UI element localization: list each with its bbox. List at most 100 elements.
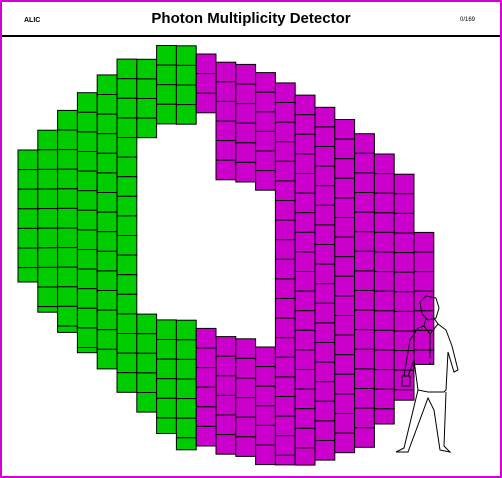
magenta-module-cell bbox=[354, 152, 375, 174]
magenta-module-cell bbox=[334, 393, 356, 414]
magenta-module-cell bbox=[413, 349, 435, 365]
green-module-cell bbox=[175, 437, 197, 451]
green-module-cell bbox=[156, 417, 177, 434]
magenta-module-cell bbox=[373, 271, 395, 292]
magenta-module-cell bbox=[393, 389, 415, 401]
green-module-cell bbox=[156, 339, 177, 360]
magenta-module-cell bbox=[294, 447, 316, 466]
green-module-cell bbox=[37, 168, 59, 190]
magenta-module-cell bbox=[373, 349, 395, 371]
magenta-module-cell bbox=[354, 427, 375, 448]
green-module-cell bbox=[136, 333, 158, 354]
magenta-module-cell bbox=[195, 386, 217, 408]
magenta-module-cell bbox=[235, 83, 257, 105]
magenta-module-cell bbox=[274, 376, 296, 397]
magenta-module-cell bbox=[393, 232, 415, 254]
green-module-cell bbox=[156, 358, 177, 380]
magenta-module-cell bbox=[294, 329, 316, 351]
green-module-cell bbox=[37, 208, 59, 229]
green-module-cell bbox=[76, 92, 98, 113]
green-module-cell bbox=[17, 169, 39, 190]
green-module-cell bbox=[57, 168, 78, 190]
magenta-module-cell bbox=[314, 204, 336, 226]
magenta-module-cell bbox=[373, 251, 395, 273]
magenta-module-cell bbox=[274, 454, 296, 466]
magenta-module-cell bbox=[235, 397, 257, 418]
green-module-cell bbox=[76, 229, 98, 250]
green-module-cell bbox=[175, 64, 197, 86]
magenta-module-cell bbox=[274, 396, 296, 417]
green-module-cell bbox=[76, 307, 98, 329]
green-module-cell bbox=[175, 358, 197, 380]
magenta-module-cell bbox=[215, 394, 237, 416]
header-left-label: ALIC bbox=[24, 17, 41, 24]
green-module-cell bbox=[96, 172, 118, 193]
magenta-module-cell bbox=[334, 315, 356, 336]
green-module-cell bbox=[96, 113, 118, 135]
magenta-module-cell bbox=[334, 413, 356, 434]
magenta-module-cell bbox=[314, 342, 336, 363]
magenta-module-cell bbox=[393, 330, 415, 352]
green-module-cell bbox=[76, 268, 98, 290]
green-module-cell bbox=[116, 156, 138, 178]
green-module-cell bbox=[17, 208, 39, 229]
magenta-module-cell bbox=[195, 73, 217, 94]
green-module-cell bbox=[116, 254, 138, 276]
magenta-module-cell bbox=[354, 192, 375, 213]
page-title: Photon Multiplicity Detector bbox=[151, 10, 351, 27]
magenta-module-cell bbox=[274, 435, 296, 456]
magenta-module-cell bbox=[354, 211, 375, 233]
green-module-cell bbox=[156, 103, 177, 125]
green-module-cell bbox=[57, 286, 78, 307]
green-module-cell bbox=[136, 372, 158, 393]
magenta-module-cell bbox=[373, 369, 395, 390]
magenta-module-cell bbox=[314, 244, 336, 265]
green-module-cell bbox=[17, 267, 39, 283]
green-module-cell bbox=[136, 313, 158, 335]
magenta-module-cell bbox=[413, 231, 435, 253]
magenta-module-cell bbox=[195, 406, 217, 427]
green-module-cell bbox=[116, 352, 138, 374]
green-module-cell bbox=[156, 378, 177, 399]
magenta-module-cell bbox=[294, 153, 316, 174]
magenta-module-cell bbox=[195, 327, 217, 349]
green-module-cell bbox=[136, 98, 158, 119]
green-module-cell bbox=[96, 192, 118, 213]
green-module-cell bbox=[57, 188, 78, 209]
magenta-module-cell bbox=[255, 405, 276, 426]
magenta-module-cell bbox=[314, 126, 336, 148]
green-module-cell bbox=[175, 104, 197, 125]
magenta-module-cell bbox=[235, 122, 257, 144]
magenta-module-cell bbox=[235, 103, 257, 124]
magenta-module-cell bbox=[413, 290, 435, 312]
magenta-module-cell bbox=[235, 357, 257, 379]
green-module-cell bbox=[76, 288, 98, 309]
magenta-module-cell bbox=[294, 133, 316, 155]
magenta-module-cell bbox=[274, 239, 296, 260]
magenta-module-cell bbox=[354, 250, 375, 272]
green-module-cell bbox=[76, 170, 98, 192]
magenta-module-cell bbox=[373, 173, 395, 194]
magenta-module-cell bbox=[373, 408, 395, 425]
magenta-module-cell bbox=[393, 271, 415, 293]
green-module-cell bbox=[116, 372, 138, 393]
magenta-module-cell bbox=[255, 366, 276, 387]
green-module-cell bbox=[156, 319, 177, 340]
magenta-module-cell bbox=[235, 142, 257, 163]
magenta-module-cell bbox=[334, 197, 356, 218]
magenta-module-cell bbox=[195, 53, 217, 75]
magenta-module-cell bbox=[294, 192, 316, 214]
magenta-module-cell bbox=[274, 180, 296, 201]
magenta-module-cell bbox=[334, 138, 356, 160]
magenta-module-cell bbox=[255, 130, 276, 152]
green-module-cell bbox=[17, 227, 39, 249]
green-module-cell bbox=[136, 58, 158, 80]
magenta-module-cell bbox=[215, 81, 237, 102]
magenta-module-cell bbox=[393, 173, 415, 195]
magenta-module-cell bbox=[235, 416, 257, 438]
green-module-cell bbox=[96, 329, 118, 350]
green-module-cell bbox=[175, 398, 197, 419]
green-module-cell bbox=[116, 215, 138, 236]
magenta-module-cell bbox=[255, 111, 276, 132]
green-module-cell bbox=[96, 231, 118, 252]
